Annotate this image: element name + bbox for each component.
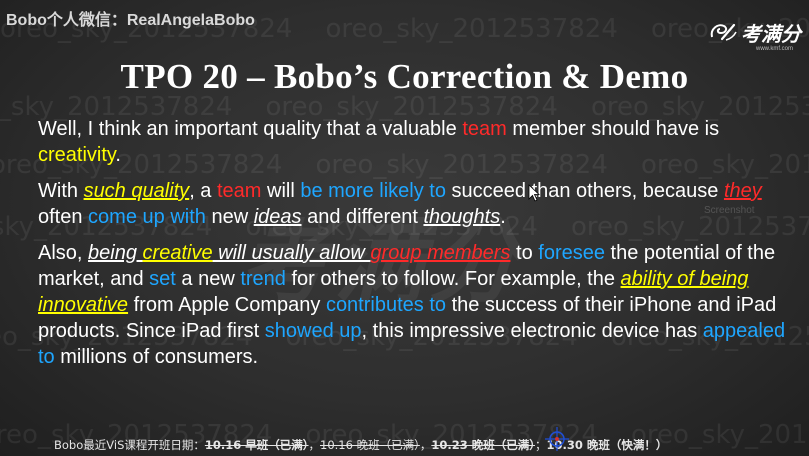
highlight-team: team: [216, 180, 262, 202]
slide-title: TPO 20 – Bobo’s Correction & Demo: [120, 57, 689, 96]
brand-logo: 考满分: [708, 20, 801, 46]
class-date-3: 10.23 晚班（已满）: [431, 438, 535, 452]
logo-text: 考满分: [741, 21, 801, 46]
highlight-group-members: group members: [370, 242, 511, 264]
highlight-trend: trend: [240, 268, 286, 290]
highlight-showed-up: showed up: [264, 320, 362, 342]
watermark-row: oreo_sky_2012537824 oreo_sky_2012537824 …: [0, 14, 809, 44]
highlight-creativity: creativity: [38, 144, 116, 166]
highlight-ability-innovative: ability of being innovative: [38, 268, 749, 316]
mouse-cursor-icon: [528, 184, 540, 202]
watermark-row: oreo_sky_2012537824 oreo_sky_2012537824 …: [0, 212, 809, 242]
highlight-ideas: ideas: [253, 206, 302, 228]
highlight-set: set: [149, 268, 176, 290]
highlight-come-up-with: come up with: [88, 206, 206, 228]
watermark-logo: 考满分: [240, 211, 522, 316]
class-date-4: 10.30 晚班（快满！）: [546, 438, 668, 452]
logo-url: www.kmf.com: [755, 46, 793, 52]
highlight-appealed-to: appealed to: [38, 320, 786, 368]
paragraph-3: Also, being creative will usually allow …: [38, 242, 786, 368]
highlight-being: being: [88, 242, 143, 264]
highlight-team: team: [462, 118, 507, 140]
class-date-1: 10.16 早班（已满）: [204, 438, 309, 452]
logo-mark-icon: [710, 23, 737, 41]
footer-schedule: Bobo最近ViS课程开班日期：10.16 早班（已满），10.16 晚班（已满…: [54, 438, 668, 452]
watermark-row: oreo_sky_2012537824 oreo_sky_2012537824 …: [0, 150, 809, 180]
highlight-more-likely: be more likely to: [300, 180, 446, 202]
crosshair-icon: [545, 427, 569, 451]
highlight-contributes-to: contributes to: [325, 294, 447, 316]
slide-body: Well, I think an important quality that …: [38, 116, 798, 380]
highlight-they: they: [723, 180, 762, 202]
class-date-2: 10.16 晚班（已满）: [320, 438, 420, 452]
watermark-row: oreo_sky_2012537824 oreo_sky_2012537824 …: [0, 92, 809, 122]
watermark-row: oreo_sky_2012537824 oreo_sky_2012537824 …: [0, 322, 809, 352]
highlight-will-usually-allow: will usually allow: [212, 242, 371, 264]
watermark-row: oreo_sky_2012537824 oreo_sky_2012537824 …: [0, 420, 809, 450]
wechat-label: Bobo个人微信：RealAngelaBobo: [6, 12, 255, 29]
highlight-thoughts: thoughts: [423, 206, 501, 228]
paragraph-2: With such quality, a team will be more l…: [38, 180, 762, 228]
highlight-creative: creative: [142, 242, 213, 264]
watermark-screenshot: Screenshot: [704, 205, 755, 216]
highlight-such-quality: such quality: [83, 180, 190, 202]
highlight-foresee: foresee: [538, 242, 605, 264]
paragraph-1: Well, I think an important quality that …: [38, 118, 720, 166]
